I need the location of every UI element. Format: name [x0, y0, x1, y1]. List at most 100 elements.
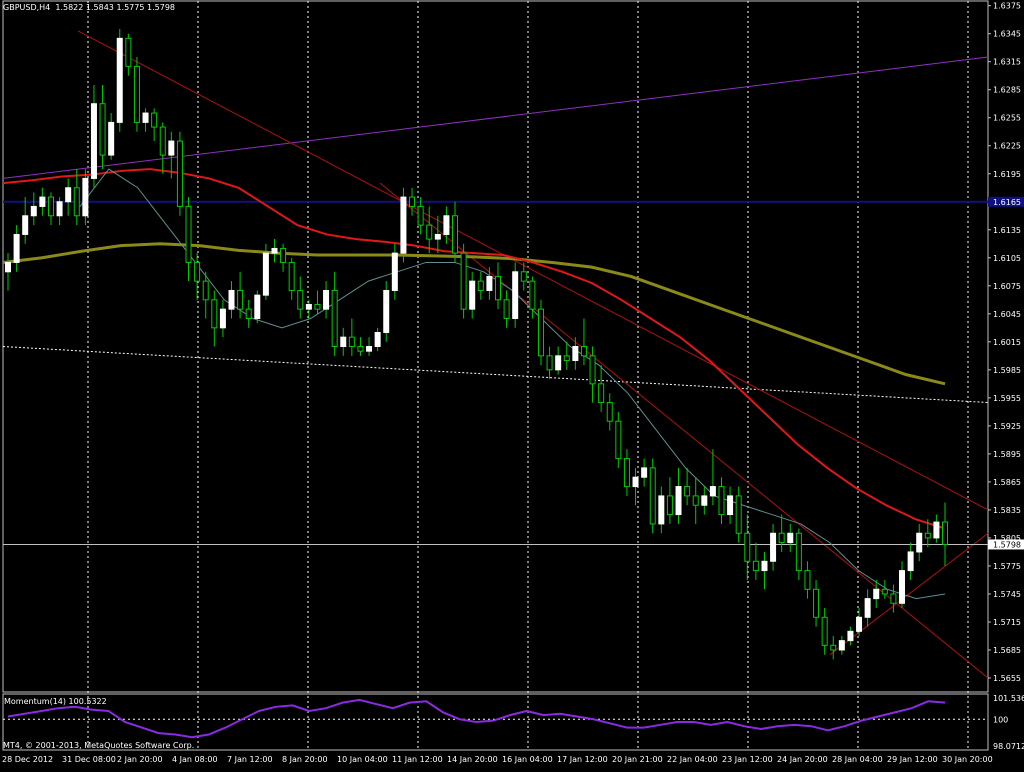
- time-tick-label: 31 Dec 08:00: [62, 755, 116, 764]
- candle-body: [503, 299, 510, 319]
- candle: [13, 225, 20, 272]
- candle: [409, 187, 416, 216]
- candle-body: [598, 383, 605, 404]
- candle-body: [494, 275, 501, 301]
- candle: [22, 197, 29, 244]
- candle-body: [108, 121, 115, 156]
- candle-body: [288, 261, 295, 291]
- candle: [400, 187, 407, 263]
- ma-fast-line: [2, 168, 946, 530]
- candle-body: [5, 261, 11, 273]
- candle-body: [907, 551, 914, 572]
- candle-body: [761, 560, 768, 572]
- price-tick-label: 1.6015: [993, 338, 1021, 347]
- subwindow-frame: [2, 693, 989, 751]
- candle: [108, 113, 115, 160]
- candle-body: [116, 37, 123, 123]
- candle: [142, 108, 149, 132]
- moving-average-layer: [2, 168, 946, 600]
- candle-body: [899, 570, 906, 604]
- candle: [39, 187, 46, 216]
- candle: [924, 519, 931, 548]
- candle: [795, 528, 802, 580]
- candle: [237, 271, 244, 319]
- candle-body: [13, 233, 20, 263]
- candle-body: [90, 103, 97, 179]
- candle: [942, 502, 948, 566]
- time-tick-label: 20 Jan 21:00: [612, 755, 663, 764]
- candle-body: [615, 420, 622, 460]
- candle: [452, 201, 459, 263]
- candle: [331, 271, 338, 356]
- candle-body: [933, 521, 940, 539]
- candle-body: [744, 532, 751, 562]
- candle: [357, 337, 364, 356]
- trendline-red-lower: [379, 182, 989, 679]
- candle-body: [649, 467, 656, 525]
- candle: [133, 57, 140, 132]
- time-tick-label: 28 Jan 04:00: [832, 755, 883, 764]
- candle: [443, 206, 450, 244]
- candle: [881, 579, 888, 599]
- candle: [348, 318, 355, 356]
- candle-body: [675, 486, 682, 516]
- candle-body: [606, 402, 613, 422]
- candle-body: [830, 644, 837, 651]
- blue-price-marker: [988, 196, 1024, 207]
- candle-body: [701, 495, 708, 506]
- candle-body: [159, 126, 166, 156]
- candle: [632, 467, 639, 506]
- candle-body: [82, 177, 89, 217]
- candle-body: [847, 630, 854, 642]
- candle: [623, 449, 630, 496]
- candle: [228, 281, 235, 319]
- candle: [615, 411, 622, 468]
- candle: [90, 85, 97, 188]
- candle-body: [512, 271, 519, 319]
- candle: [804, 561, 811, 599]
- copyright-label: MT4, © 2001-2013, MetaQuotes Software Co…: [3, 741, 195, 750]
- price-tick-label: 1.5895: [993, 450, 1021, 459]
- momentum-title: Momentum(14) 100.5322: [4, 697, 107, 706]
- candle-body: [254, 294, 261, 319]
- candle: [770, 523, 777, 571]
- price-tick-label: 1.5805: [993, 534, 1021, 543]
- blue-price-label: 1.6165: [993, 198, 1021, 207]
- momentum-axis-label: 101.536: [993, 694, 1024, 703]
- momentum-line: [7, 698, 946, 739]
- price-axis: 1.6375 1.6345 1.6315 1.6285 1.6255 1.6225 1.61…: [988, 2, 1024, 683]
- candle-body: [340, 336, 347, 348]
- candle-body: [813, 588, 820, 618]
- candle-body: [787, 532, 794, 544]
- ma-thin-line: [79, 168, 946, 600]
- candle: [701, 486, 708, 515]
- time-tick-label: 28 Dec 2012: [2, 755, 53, 764]
- candle: [563, 341, 570, 370]
- candle: [864, 589, 871, 627]
- candle-body: [262, 252, 269, 296]
- candle-body: [391, 252, 398, 291]
- candle: [314, 290, 321, 314]
- grid-layer: [2, 0, 989, 751]
- candle: [168, 131, 175, 179]
- candle-body: [176, 140, 183, 207]
- price-tick-label: 1.6105: [993, 254, 1021, 263]
- candle: [744, 514, 751, 580]
- current-price-marker: [988, 539, 1024, 550]
- candle-body: [838, 640, 845, 651]
- candle: [572, 337, 579, 370]
- price-tick-label: 1.5745: [993, 590, 1021, 599]
- candle-body: [469, 280, 476, 310]
- candle-body: [202, 280, 209, 301]
- candle-body: [486, 275, 493, 291]
- candle-body: [520, 271, 527, 282]
- candle: [297, 276, 304, 319]
- candle: [151, 108, 158, 142]
- candle-body: [623, 458, 630, 488]
- candle-body: [314, 303, 321, 310]
- candle: [675, 467, 682, 524]
- candle: [856, 607, 863, 636]
- candle: [598, 365, 605, 412]
